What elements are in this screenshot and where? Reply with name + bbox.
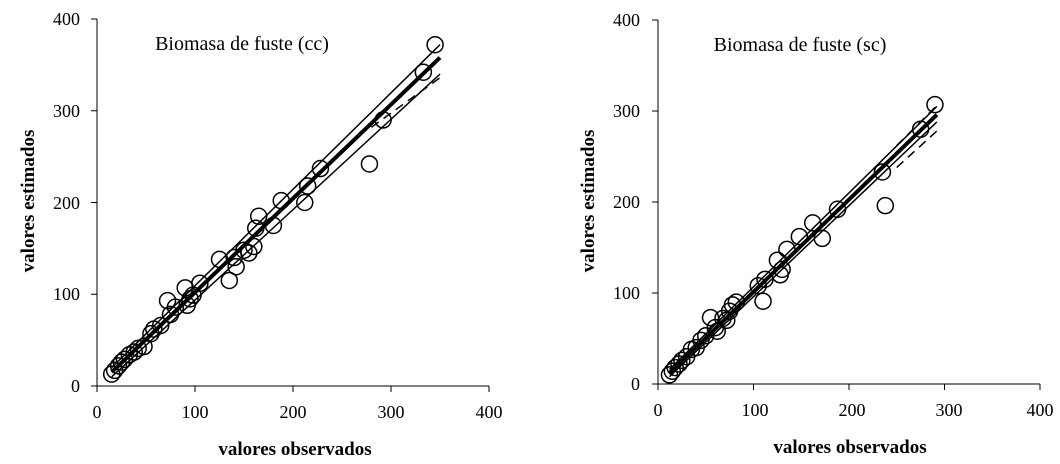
y-tick-label: 300 <box>613 101 640 121</box>
data-point <box>191 274 209 292</box>
data-point <box>181 290 199 308</box>
fit-line-thin <box>668 121 938 378</box>
y-tick-label: 200 <box>613 192 640 212</box>
data-point <box>778 240 796 259</box>
data-point <box>727 293 746 311</box>
x-tick-label: 0 <box>654 400 663 420</box>
chart-title: Biomasa de fuste (cc) <box>155 33 329 55</box>
data-point <box>926 95 944 114</box>
y-tick-label: 300 <box>53 101 80 121</box>
data-point <box>790 227 809 246</box>
data-point <box>749 276 768 295</box>
data-point <box>773 260 791 279</box>
x-tick-label: 100 <box>182 402 209 422</box>
data-point <box>264 216 283 235</box>
data-point <box>151 316 170 335</box>
data-point <box>360 155 379 173</box>
x-axis-title: valores observados <box>218 439 371 460</box>
data-point <box>245 237 263 256</box>
data-point <box>249 207 268 226</box>
y-tick-label: 200 <box>53 193 80 213</box>
chart-panel-sc: Biomasa de fuste (sc) valores observados… <box>578 10 1054 458</box>
data-point <box>296 193 314 212</box>
data-point <box>692 331 710 350</box>
data-point <box>426 35 444 54</box>
data-point <box>235 241 253 259</box>
data-point <box>298 177 317 195</box>
data-point <box>414 63 433 81</box>
x-tick-label: 200 <box>839 400 866 420</box>
data-point <box>109 357 128 375</box>
data-point <box>723 296 742 314</box>
data-point <box>873 163 892 181</box>
x-tick-label: 200 <box>280 402 307 422</box>
x-tick-label: 400 <box>476 402 503 422</box>
data-point <box>240 244 258 262</box>
data-point <box>718 311 736 330</box>
fit-line-thin <box>668 105 938 370</box>
data-point <box>813 229 832 248</box>
data-point <box>120 346 139 364</box>
y-tick-label: 400 <box>613 10 640 30</box>
fit-line-dashed <box>896 130 938 168</box>
data-point <box>272 191 290 210</box>
y-tick-label: 400 <box>53 9 80 29</box>
data-point <box>227 257 245 276</box>
x-tick-label: 300 <box>378 402 405 422</box>
y-axis-title: valores estimados <box>578 130 599 273</box>
data-point <box>125 343 143 361</box>
data-point <box>210 250 229 269</box>
fit-line-thin <box>111 73 441 378</box>
data-point <box>166 298 185 316</box>
y-tick-label: 100 <box>53 284 80 304</box>
chart-title: Biomasa de fuste (sc) <box>714 34 887 56</box>
y-tick-label: 0 <box>631 374 640 394</box>
y-tick-label: 0 <box>71 376 80 396</box>
data-point <box>247 219 265 237</box>
data-point <box>311 159 330 178</box>
x-tick-label: 300 <box>936 400 963 420</box>
data-point <box>220 271 239 290</box>
x-tick-label: 100 <box>742 400 769 420</box>
data-point <box>754 292 772 310</box>
data-point <box>911 120 930 138</box>
x-tick-label: 0 <box>93 402 102 422</box>
chart-panel-cc: Biomasa de fuste (cc) valores observados… <box>18 9 503 460</box>
x-axis-title: valores observados <box>773 437 926 458</box>
data-point <box>803 214 822 232</box>
data-point <box>768 251 787 269</box>
fit-line-dashed <box>896 105 938 147</box>
x-tick-label: 400 <box>1027 400 1054 420</box>
data-point <box>374 111 392 129</box>
y-axis-title: valores estimados <box>18 130 39 273</box>
y-tick-label: 100 <box>613 283 640 303</box>
data-point <box>876 196 895 215</box>
data-point <box>828 200 847 219</box>
data-point <box>673 351 691 370</box>
